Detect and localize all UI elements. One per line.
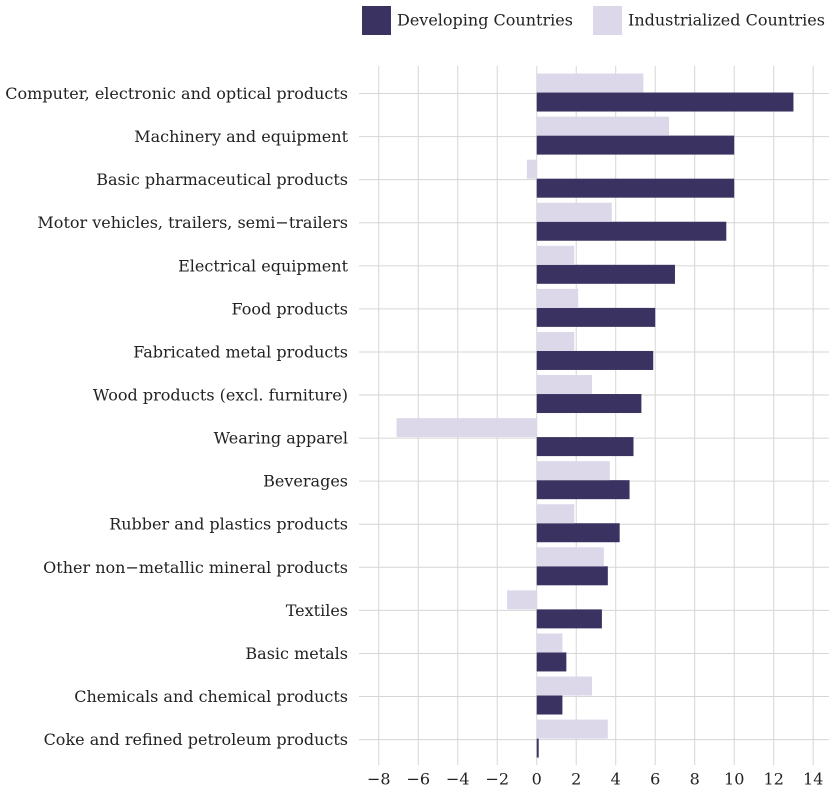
- bar: [536, 523, 620, 543]
- y-tick-label: Beverages: [263, 472, 348, 491]
- bar: [536, 307, 656, 327]
- y-tick-label: Food products: [232, 299, 349, 318]
- y-tick-label: Electrical equipment: [178, 256, 348, 275]
- x-tick-label: 0: [532, 770, 542, 789]
- bar: [536, 116, 670, 136]
- y-tick-label: Other non−metallic mineral products: [43, 558, 348, 577]
- x-tick-label: 4: [611, 770, 621, 789]
- bar: [536, 73, 644, 93]
- x-tick-label: −2: [485, 770, 509, 789]
- x-tick-label: 2: [571, 770, 581, 789]
- bar: [536, 480, 630, 500]
- legend-swatch: [593, 6, 622, 35]
- y-tick-label: Fabricated metal products: [133, 342, 348, 361]
- bar: [536, 676, 593, 696]
- x-tick-label: 14: [803, 770, 823, 789]
- bar: [536, 609, 602, 629]
- y-tick-label: Wearing apparel: [214, 429, 348, 448]
- bar: [536, 566, 608, 586]
- y-tick-label: Coke and refined petroleum products: [44, 730, 348, 749]
- bar: [536, 178, 735, 198]
- bar: [536, 394, 642, 414]
- bar: [536, 695, 563, 715]
- legend-label: Developing Countries: [397, 11, 573, 30]
- y-tick-label: Machinery and equipment: [134, 127, 348, 146]
- bar: [536, 331, 575, 351]
- y-tick-label: Basic metals: [245, 644, 348, 663]
- bar: [526, 159, 537, 179]
- bar: [536, 461, 610, 481]
- y-tick-label: Basic pharmaceutical products: [96, 170, 348, 189]
- x-tick-label: 8: [690, 770, 700, 789]
- y-tick-label: Computer, electronic and optical product…: [5, 84, 348, 103]
- x-tick-label: −6: [406, 770, 430, 789]
- bar: [536, 504, 575, 524]
- y-tick-label: Textiles: [286, 601, 348, 620]
- bar: [536, 202, 612, 222]
- bar: [536, 437, 634, 457]
- bar: [536, 350, 654, 370]
- bar: [536, 221, 727, 241]
- x-tick-label: 10: [724, 770, 744, 789]
- x-tick-label: −4: [446, 770, 470, 789]
- bar: [536, 135, 735, 155]
- bar: [536, 288, 579, 308]
- legend-swatch: [362, 6, 391, 35]
- bar: [536, 264, 675, 284]
- y-tick-label: Rubber and plastics products: [109, 515, 348, 534]
- bar: [507, 590, 537, 610]
- bar: [396, 418, 537, 438]
- x-tick-label: 12: [764, 770, 784, 789]
- bar: [536, 92, 794, 112]
- legend-label: Industrialized Countries: [628, 11, 825, 30]
- x-tick-label: 6: [650, 770, 660, 789]
- x-tick-label: −8: [367, 770, 391, 789]
- bar: [536, 375, 593, 395]
- y-tick-label: Chemicals and chemical products: [74, 687, 348, 706]
- bar: [536, 738, 539, 758]
- y-tick-label: Wood products (excl. furniture): [93, 386, 348, 405]
- bar: [536, 652, 567, 672]
- bar: [536, 633, 563, 653]
- bar: [536, 719, 608, 739]
- y-tick-label: Motor vehicles, trailers, semi−trailers: [37, 213, 348, 232]
- bar: [536, 245, 575, 265]
- bar: [536, 547, 604, 567]
